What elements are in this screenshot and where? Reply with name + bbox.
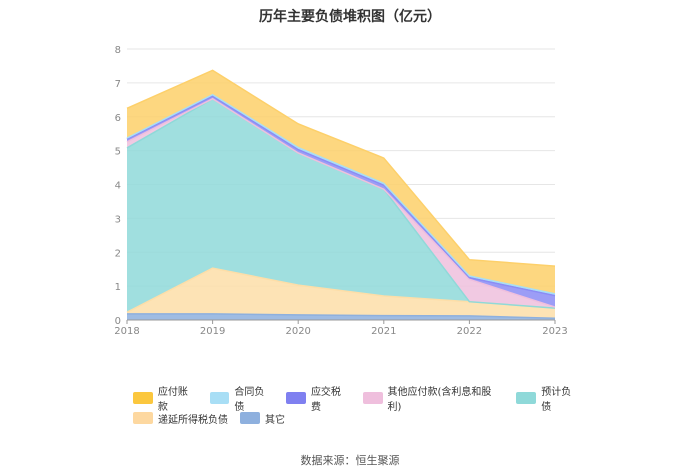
y-tick-label: 8 (115, 45, 121, 56)
y-tick-label: 2 (115, 248, 121, 259)
legend-label: 合同负债 (234, 387, 265, 413)
y-tick-label: 1 (115, 282, 121, 293)
area-1 (127, 268, 555, 319)
legend-swatch (286, 392, 306, 404)
x-tick-label: 2018 (114, 326, 139, 337)
area-0 (127, 313, 555, 320)
legend-item[interactable]: 合同负债 (209, 383, 275, 413)
x-tick-label: 2021 (371, 326, 396, 337)
axes: 0 1 2 3 4 5 6 7 8 2018 2019 2020 2021 2022 2023 (114, 45, 567, 337)
line-3 (126, 97, 556, 308)
legend-label: 应付账款 (157, 387, 188, 413)
legend-row-2: 递延所得税负债 其它 (133, 408, 593, 428)
line-0 (127, 313, 556, 320)
legend-item[interactable]: 应付账款 (133, 383, 198, 413)
legend-label: 其他应付款(含利息和股利) (387, 387, 492, 413)
legend-swatch (133, 412, 153, 424)
line-5 (126, 93, 556, 295)
y-tick-label: 6 (115, 113, 121, 124)
line-6 (126, 69, 556, 267)
legend-item[interactable]: 递延所得税负债 (133, 411, 228, 426)
x-tick-label: 2019 (200, 326, 225, 337)
series-lines (126, 69, 556, 320)
y-tick-label: 0 (115, 316, 121, 327)
legend-swatch (133, 392, 153, 404)
legend-label: 预计负债 (541, 387, 572, 413)
area-2 (127, 98, 555, 313)
legend-item[interactable]: 应交税费 (286, 383, 351, 413)
legend-swatch (209, 392, 230, 404)
legend-swatch (516, 392, 537, 404)
legend-label: 应交税费 (310, 387, 341, 413)
legend-label: 其它 (265, 414, 285, 426)
x-tick-label: 2022 (457, 326, 482, 337)
y-tick-label: 3 (115, 214, 121, 225)
chart-title: 历年主要负债堆积图（亿元） (259, 9, 441, 25)
legend-swatch (362, 392, 383, 404)
y-tick-label: 5 (115, 147, 121, 158)
legend: 应付账款 合同负债 应交税费 其他应付款(含利息和股利) 预计负债 递延所得税负债 其它 (133, 387, 593, 428)
legend-item[interactable]: 其它 (240, 411, 285, 426)
x-tick-label: 2020 (285, 326, 310, 337)
data-source: 数据来源：恒生聚源 (300, 454, 400, 467)
legend-item[interactable]: 其他应付款(含利息和股利) (362, 383, 505, 413)
legend-label: 递延所得税负债 (158, 414, 228, 426)
line-4 (126, 95, 556, 297)
x-tick-label: 2023 (542, 326, 567, 337)
y-tick-label: 7 (115, 79, 121, 90)
legend-swatch (240, 412, 260, 424)
y-tick-label: 4 (115, 181, 121, 192)
legend-item[interactable]: 预计负债 (516, 383, 581, 413)
legend-row-1: 应付账款 合同负债 应交税费 其他应付款(含利息和股利) 预计负债 (133, 387, 593, 413)
area-series (127, 70, 555, 320)
area-6 (127, 70, 555, 294)
